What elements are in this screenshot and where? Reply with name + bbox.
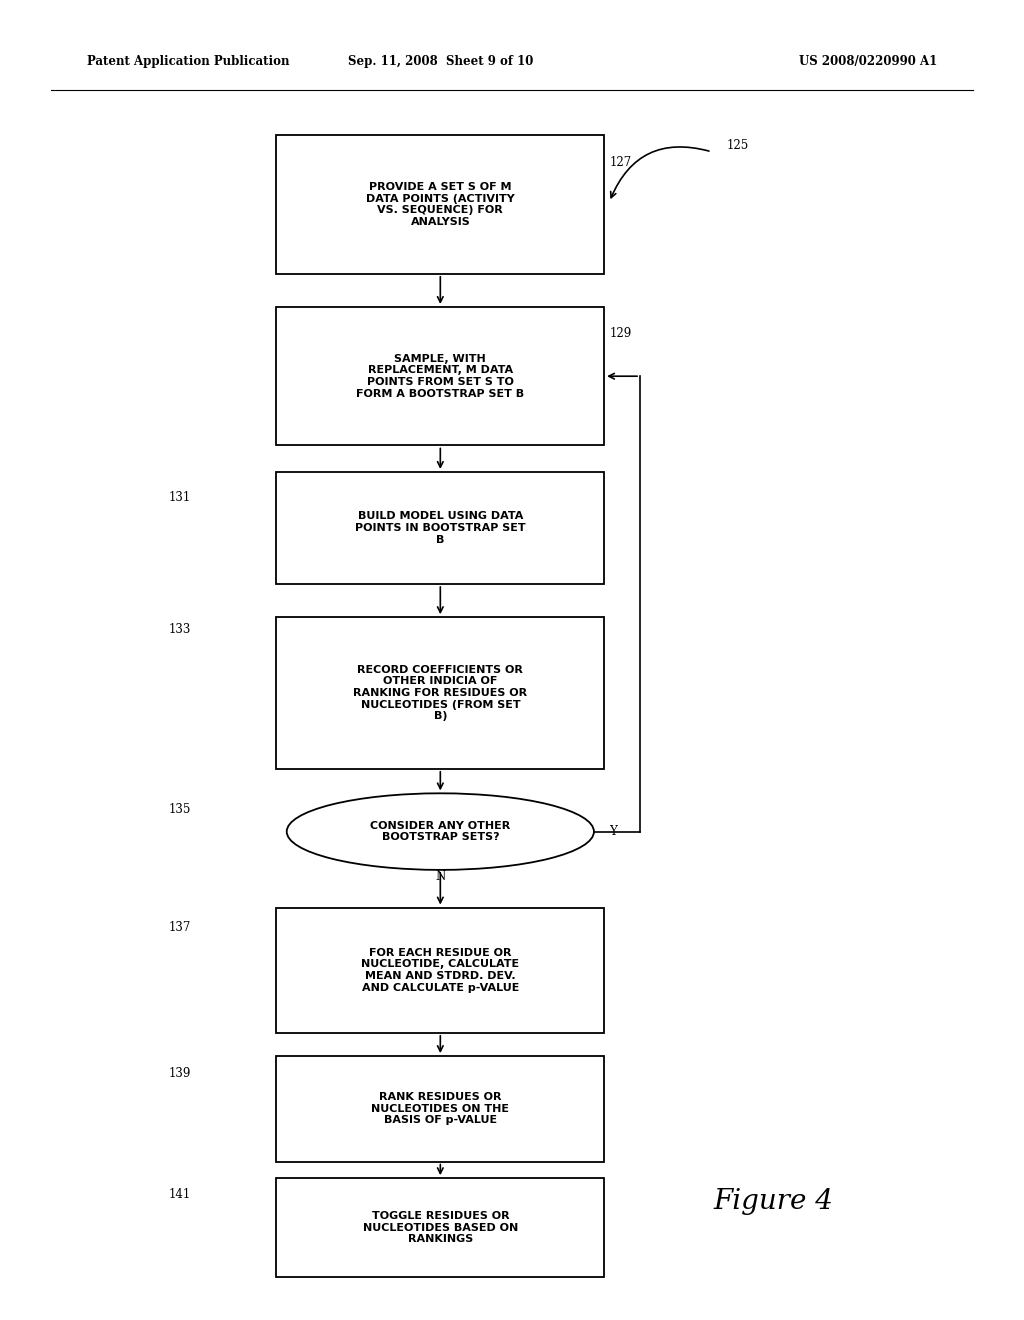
Text: RECORD COEFFICIENTS OR
OTHER INDICIA OF
RANKING FOR RESIDUES OR
NUCLEOTIDES (FRO: RECORD COEFFICIENTS OR OTHER INDICIA OF … bbox=[353, 665, 527, 721]
Bar bbox=[276, 136, 604, 275]
Text: 135: 135 bbox=[169, 803, 191, 816]
Text: CONSIDER ANY OTHER
BOOTSTRAP SETS?: CONSIDER ANY OTHER BOOTSTRAP SETS? bbox=[371, 821, 510, 842]
Text: N: N bbox=[435, 870, 445, 883]
Text: Figure 4: Figure 4 bbox=[713, 1188, 834, 1214]
Text: 139: 139 bbox=[169, 1067, 191, 1080]
Text: 141: 141 bbox=[169, 1188, 191, 1201]
Text: 125: 125 bbox=[727, 139, 750, 152]
Bar bbox=[276, 1179, 604, 1278]
Text: 131: 131 bbox=[169, 491, 191, 504]
Text: Sep. 11, 2008  Sheet 9 of 10: Sep. 11, 2008 Sheet 9 of 10 bbox=[347, 55, 534, 69]
Text: PROVIDE A SET S OF M
DATA POINTS (ACTIVITY
VS. SEQUENCE) FOR
ANALYSIS: PROVIDE A SET S OF M DATA POINTS (ACTIVI… bbox=[366, 182, 515, 227]
Text: 127: 127 bbox=[609, 156, 632, 169]
Text: Y: Y bbox=[609, 825, 617, 838]
Bar bbox=[276, 908, 604, 1032]
Text: 129: 129 bbox=[609, 327, 632, 341]
Bar bbox=[276, 1056, 604, 1162]
FancyArrowPatch shape bbox=[610, 147, 709, 198]
Text: Patent Application Publication: Patent Application Publication bbox=[87, 55, 290, 69]
Bar bbox=[276, 473, 604, 583]
Text: US 2008/0220990 A1: US 2008/0220990 A1 bbox=[799, 55, 937, 69]
Text: RANK RESIDUES OR
NUCLEOTIDES ON THE
BASIS OF p-VALUE: RANK RESIDUES OR NUCLEOTIDES ON THE BASI… bbox=[372, 1092, 509, 1126]
Text: SAMPLE, WITH
REPLACEMENT, M DATA
POINTS FROM SET S TO
FORM A BOOTSTRAP SET B: SAMPLE, WITH REPLACEMENT, M DATA POINTS … bbox=[356, 354, 524, 399]
Text: 133: 133 bbox=[169, 623, 191, 636]
Text: FOR EACH RESIDUE OR
NUCLEOTIDE, CALCULATE
MEAN AND STDRD. DEV.
AND CALCULATE p-V: FOR EACH RESIDUE OR NUCLEOTIDE, CALCULAT… bbox=[361, 948, 519, 993]
Ellipse shape bbox=[287, 793, 594, 870]
Bar bbox=[276, 618, 604, 768]
Bar bbox=[276, 306, 604, 445]
Text: BUILD MODEL USING DATA
POINTS IN BOOTSTRAP SET
B: BUILD MODEL USING DATA POINTS IN BOOTSTR… bbox=[355, 511, 525, 545]
Text: TOGGLE RESIDUES OR
NUCLEOTIDES BASED ON
RANKINGS: TOGGLE RESIDUES OR NUCLEOTIDES BASED ON … bbox=[362, 1210, 518, 1245]
Text: 137: 137 bbox=[169, 921, 191, 935]
